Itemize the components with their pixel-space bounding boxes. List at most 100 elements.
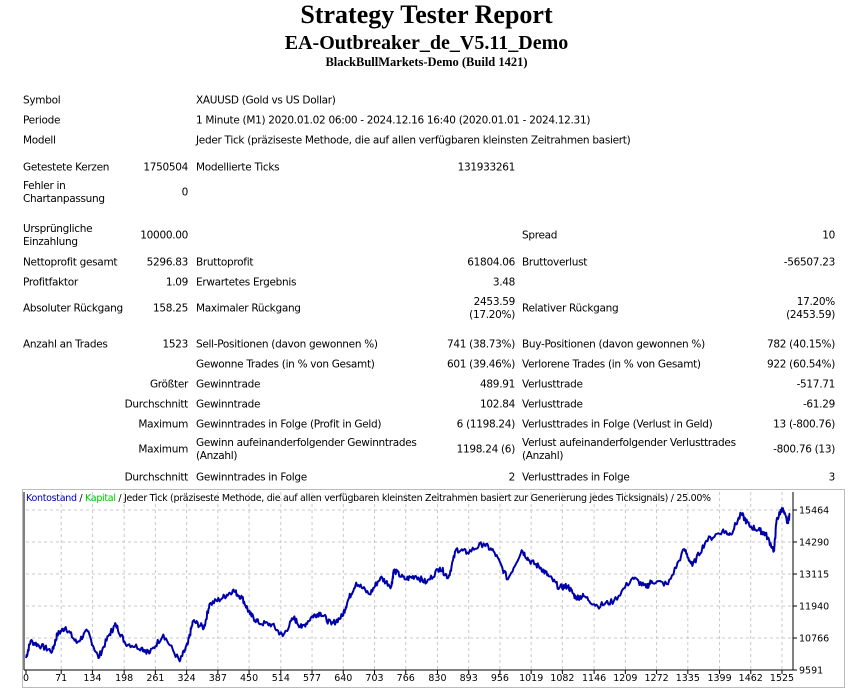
y-tick-label: 9591	[799, 666, 823, 677]
y-tick-label: 13115	[799, 569, 829, 580]
max-dd: 2453.59	[473, 296, 516, 308]
row-won: Gewonne Trades (in % von Gesamt) 601 (39…	[0, 358, 853, 371]
x-tick-label: 134	[83, 673, 101, 684]
value: 10000.00	[140, 229, 188, 242]
row-average: Durchschnitt Gewinntrade 102.84 Verlustt…	[0, 398, 853, 411]
x-tick-label: 198	[115, 673, 133, 684]
value: 61804.06	[467, 256, 515, 268]
value: -61.29	[802, 398, 835, 410]
label: Größter	[149, 378, 188, 390]
x-tick-label: 1082	[550, 673, 574, 684]
x-tick-label: 450	[240, 673, 258, 684]
value: XAUUSD (Gold vs US Dollar)	[196, 94, 336, 106]
value: 3	[828, 471, 836, 483]
label: Maximum	[138, 418, 188, 430]
x-tick-label: 766	[397, 673, 415, 684]
label: Buy-Positionen (davon gewonnen %)	[522, 338, 705, 350]
row-trades: Anzahl an Trades 1523 Sell-Positionen (d…	[0, 338, 853, 351]
x-tick-label: 640	[334, 673, 352, 684]
x-tick-label: 514	[272, 673, 290, 684]
x-tick-label: 956	[491, 673, 509, 684]
x-tick-label: 703	[365, 673, 383, 684]
value: 10	[822, 229, 835, 242]
label: Verlust aufeinanderfolgender Verlusttrad…	[522, 437, 736, 462]
x-tick-label: 1335	[676, 673, 700, 684]
label: Getestete Kerzen	[23, 161, 110, 173]
value: 741 (38.73%)	[446, 338, 515, 350]
label: Nettoprofit gesamt	[23, 256, 118, 268]
label: Ursprüngliche Einzahlung	[23, 223, 93, 248]
rel-dd-val: (2453.59)	[786, 309, 835, 321]
x-tick-label: 324	[178, 673, 196, 684]
y-tick-label: 10766	[799, 633, 829, 644]
row-period: Periode 1 Minute (M1) 2020.01.02 06:00 -…	[0, 114, 853, 127]
value: 1523	[162, 338, 188, 350]
row-avg-consecutive: Durchschnitt Gewinntrades in Folge 2 Ver…	[0, 471, 853, 484]
row-model: Modell Jeder Tick (präziseste Methode, d…	[0, 134, 853, 147]
value: 5296.83	[146, 256, 189, 268]
label: Bruttoverlust	[522, 256, 588, 268]
x-tick-label: 1146	[582, 673, 606, 684]
row-symbol: Symbol XAUUSD (Gold vs US Dollar)	[0, 94, 853, 107]
value: 6 (1198.24)	[456, 418, 516, 430]
label: Erwartetes Ergebnis	[196, 276, 297, 288]
balance-chart-frame	[22, 489, 845, 688]
value: 782 (40.15%)	[766, 338, 835, 350]
row-deposit: Ursprüngliche Einzahlung 10000.00 Spread…	[0, 223, 853, 249]
label: Modellierte Ticks	[196, 161, 280, 173]
value: 2453.59 (17.20%)	[469, 296, 515, 322]
x-tick-label: 1462	[739, 673, 763, 684]
legend-sep: /	[76, 493, 86, 504]
value: -56507.23	[783, 256, 836, 268]
value: 1 Minute (M1) 2020.01.02 06:00 - 2024.12…	[196, 114, 591, 126]
label: Gewinntrade	[196, 398, 261, 410]
value: 1.09	[165, 276, 188, 288]
legend-equity: Kapital	[85, 493, 116, 504]
x-tick-label: 261	[146, 673, 164, 684]
label: Gewinntrade	[196, 378, 261, 390]
label: Verlusttrades in Folge	[522, 471, 630, 483]
legend-balance: Kontostand	[26, 493, 77, 504]
rel-dd: 17.20%	[796, 296, 836, 308]
x-tick-label: 71	[55, 673, 67, 684]
value: 489.91	[480, 378, 515, 390]
label: Fehler in Chartanpassung	[23, 180, 105, 205]
value: 131933261	[457, 161, 516, 173]
row-max-consecutive-amount: Maximum Gewinn aufeinanderfolgender Gewi…	[0, 437, 853, 463]
value: 601 (39.46%)	[446, 358, 515, 370]
value: 17.20% (2453.59)	[786, 296, 835, 322]
label: Modell	[23, 134, 56, 146]
x-tick-label: 1209	[613, 673, 637, 684]
label: Verlusttrade	[522, 378, 583, 390]
value: 102.84	[480, 398, 515, 410]
legend-description: / Jeder Tick (präziseste Methode, die au…	[115, 493, 711, 504]
value: -800.76 (13)	[773, 443, 835, 456]
label: Sell-Positionen (davon gewonnen %)	[196, 338, 378, 350]
x-tick-label: 577	[303, 673, 321, 684]
chart-legend: Kontostand / Kapital / Jeder Tick (präzi…	[26, 493, 711, 504]
label: Gewinn aufeinanderfolgender Gewinntrades…	[196, 437, 417, 462]
value: 158.25	[153, 302, 188, 315]
row-bars: Getestete Kerzen 1750504 Modellierte Tic…	[0, 161, 853, 174]
label: Gewonne Trades (in % von Gesamt)	[196, 358, 375, 370]
x-tick-label: 1399	[707, 673, 731, 684]
label: Maximum	[138, 443, 188, 456]
value: 1198.24 (6)	[456, 443, 516, 456]
label: Anzahl an Trades	[23, 338, 108, 350]
value: 922 (60.54%)	[766, 358, 835, 370]
value: 1750504	[143, 161, 188, 173]
max-dd-pct: (17.20%)	[469, 309, 515, 321]
row-largest: Größter Gewinntrade 489.91 Verlusttrade …	[0, 378, 853, 391]
server-name: BlackBullMarkets-Demo (Build 1421)	[325, 55, 528, 69]
x-tick-label: 0	[23, 673, 29, 684]
label: Bruttoprofit	[196, 256, 254, 268]
label: Verlusttrades in Folge (Verlust in Geld)	[522, 418, 713, 430]
label: Absoluter Rückgang	[23, 302, 123, 315]
value: 3.48	[492, 276, 515, 288]
label: Verlorene Trades (in % von Gesamt)	[522, 358, 701, 370]
label: Durchschnitt	[124, 398, 189, 410]
x-tick-label: 387	[209, 673, 227, 684]
y-tick-label: 14290	[799, 537, 829, 548]
label: Gewinntrades in Folge	[196, 471, 307, 483]
